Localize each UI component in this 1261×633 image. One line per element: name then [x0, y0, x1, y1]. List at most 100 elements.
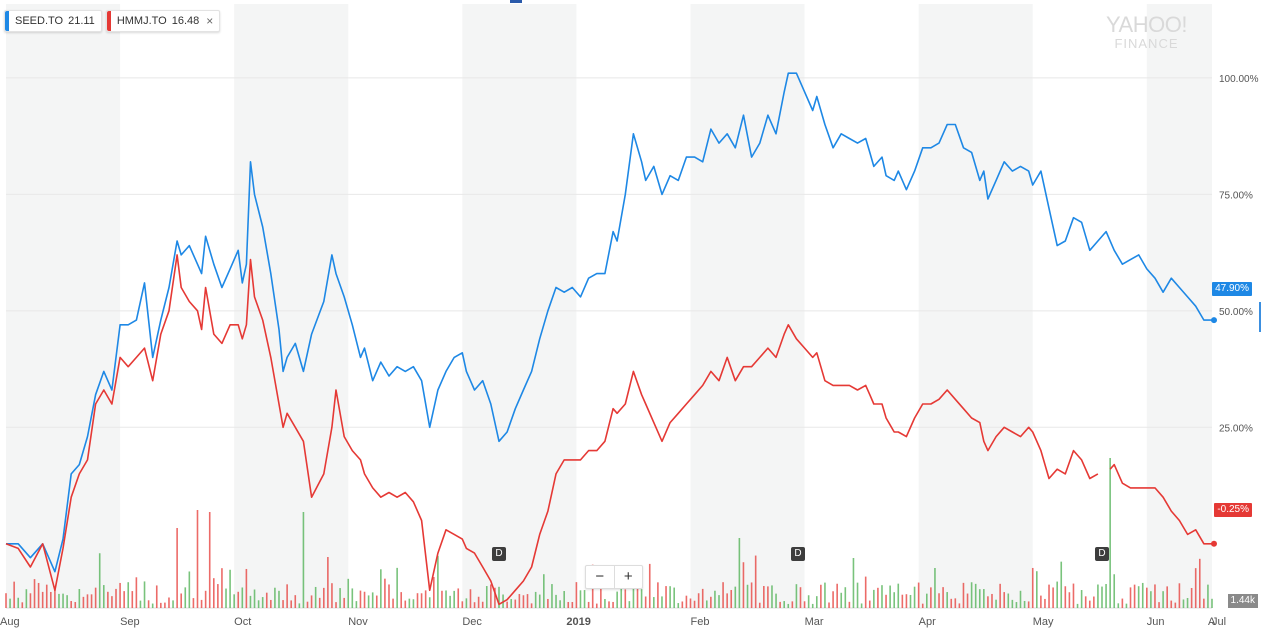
volume-bar [526, 594, 529, 608]
volume-bar [94, 587, 97, 608]
close-icon[interactable]: × [206, 14, 214, 28]
series-line-hmmj-to[interactable] [5, 254, 1212, 606]
volume-bar [204, 590, 207, 608]
volume-bar [514, 599, 517, 608]
volume-bar [90, 594, 93, 608]
volume-bar [465, 598, 468, 608]
volume-bar [1040, 595, 1042, 608]
volume-bar [1101, 586, 1103, 608]
x-tick-label: Aug [0, 616, 20, 628]
volume-bar [306, 601, 309, 608]
volume-bar [347, 578, 350, 608]
volume-bar [66, 595, 68, 608]
volume-bar [873, 589, 875, 608]
volume-bar [278, 590, 280, 608]
volume-bar [803, 601, 806, 608]
volume-bar [636, 574, 639, 608]
volume-bar [119, 582, 121, 608]
volume-bar [701, 588, 704, 608]
volume-bar [62, 593, 64, 608]
month-bands [6, 4, 1212, 608]
volume-bar [628, 601, 631, 608]
volume-bar [750, 582, 753, 608]
legend-chip-hmmj[interactable]: HMMJ.TO 16.48 × [105, 10, 221, 32]
legend-chip-seed[interactable]: SEED.TO 21.11 [4, 10, 102, 32]
volume-bar [473, 602, 476, 608]
volume-bar [265, 592, 268, 608]
volume-bar [742, 562, 745, 608]
volume-bar [339, 588, 341, 608]
volume-bar [1080, 590, 1083, 608]
volume-bar [384, 578, 386, 608]
month-band [6, 4, 121, 608]
volume-bar [343, 597, 345, 608]
volume-bar [966, 593, 969, 608]
month-band [462, 4, 577, 608]
volume-bar [779, 601, 781, 608]
volume-bar [196, 510, 199, 608]
volume-bar [828, 602, 830, 608]
volume-bar [653, 597, 655, 608]
volume-bar [111, 596, 113, 608]
x-tick-label: May [1033, 616, 1054, 628]
zoom-out-button[interactable]: − [586, 566, 615, 588]
volume-bar [840, 592, 843, 608]
legend-value: 16.48 [171, 15, 200, 27]
volume-bar [836, 583, 838, 608]
volume-bar [322, 587, 325, 608]
volume-bar [807, 595, 810, 608]
volume-bar [921, 603, 924, 608]
volume-bar [298, 603, 301, 608]
x-tick-label: A [1208, 616, 1216, 628]
volume-bar [13, 581, 15, 608]
x-tick-label: Dec [462, 616, 482, 628]
volume-bar [905, 594, 908, 608]
volume-bar [1060, 561, 1063, 608]
volume-bar [962, 582, 965, 608]
volume-bar [217, 584, 219, 608]
dividend-marker[interactable]: D [1095, 547, 1109, 561]
volume-bar [54, 586, 56, 608]
volume-bar [530, 603, 533, 608]
volume-bar [925, 593, 928, 608]
volume-bar [367, 595, 370, 608]
scroll-indicator[interactable] [1259, 302, 1261, 332]
volume-bar [1170, 600, 1173, 608]
volume-bar [661, 596, 663, 608]
volume-bar [860, 603, 863, 608]
volume-bar [1146, 587, 1148, 608]
volume-bar [1048, 584, 1050, 608]
volume-scale-tag: 1.44k [1227, 594, 1258, 608]
volume-bar [143, 581, 146, 608]
volume-bar [714, 590, 716, 608]
volume-bar [1056, 581, 1058, 608]
zoom-in-button[interactable]: + [623, 568, 633, 585]
volume-bar [563, 591, 565, 608]
volume-bar [477, 596, 480, 608]
month-band [234, 4, 349, 608]
volume-bar [624, 589, 627, 608]
y-axis-labels: 25.00% 50.00% 75.00% 100.00% [1219, 74, 1259, 434]
volume-bar [885, 594, 887, 608]
volume-bar [127, 582, 130, 608]
volume-bar [824, 582, 826, 608]
volume-bar [375, 595, 378, 608]
volume-bar [1064, 586, 1067, 608]
dividend-marker[interactable]: D [791, 547, 805, 561]
volume-bar [942, 587, 944, 608]
volume-bar [29, 593, 32, 608]
volume-bar [547, 598, 549, 608]
volume-bar [543, 574, 545, 608]
dividend-marker[interactable]: D [492, 547, 506, 561]
series-line-seed-to[interactable] [6, 72, 1212, 573]
volume-bar [864, 576, 867, 608]
range-indicator [510, 0, 522, 3]
volume-bar [1084, 596, 1087, 608]
volume-bar [237, 591, 240, 608]
volume-bar [253, 589, 256, 608]
volume-bar [893, 592, 896, 608]
y-tick-label: 50.00% [1219, 307, 1253, 318]
volume-bar [722, 582, 724, 608]
volume-bar [746, 584, 749, 608]
